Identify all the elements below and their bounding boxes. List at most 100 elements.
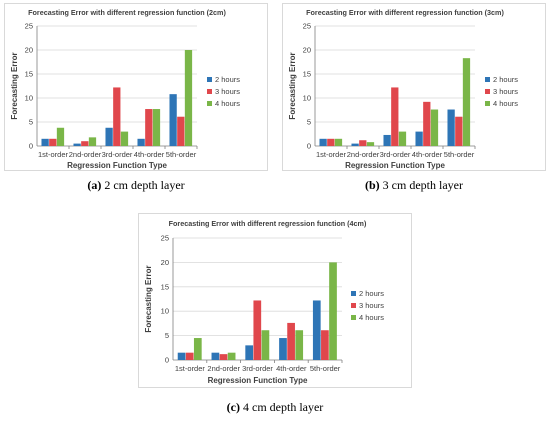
legend-label: 3 hours <box>493 87 518 96</box>
bar-3-hours-4th-order <box>145 109 153 146</box>
y-tick-label: 10 <box>303 94 311 103</box>
chart-panel-4cm: Forecasting Error with different regress… <box>138 213 412 388</box>
x-tick-label: 4th-order <box>276 364 307 373</box>
legend-swatch <box>485 77 490 82</box>
caption-b-letter: (b) <box>365 178 380 192</box>
chart-title: Forecasting Error with different regress… <box>306 8 504 17</box>
bar-3-hours-2nd-order <box>359 140 367 146</box>
legend-swatch <box>485 89 490 94</box>
chart-title: Forecasting Error with different regress… <box>28 8 226 17</box>
x-axis-label: Regression Function Type <box>67 161 167 170</box>
x-tick-label: 5th-order <box>310 364 341 373</box>
x-axis-label: Regression Function Type <box>208 376 308 385</box>
legend-swatch <box>351 303 356 308</box>
y-tick-label: 5 <box>29 118 33 127</box>
legend-label: 4 hours <box>215 99 240 108</box>
x-tick-label: 3rd-order <box>102 150 133 159</box>
bar-3-hours-3rd-order <box>391 87 399 146</box>
x-tick-label: 1st-order <box>38 150 69 159</box>
y-tick-label: 0 <box>29 142 33 151</box>
bar-4-hours-1st-order <box>334 138 343 146</box>
chart-title: Forecasting Error with different regress… <box>169 219 367 228</box>
legend-swatch <box>485 101 490 106</box>
bar-3-hours-4th-order <box>287 322 295 360</box>
y-tick-label: 20 <box>161 258 169 267</box>
bar-2-hours-3rd-order <box>245 345 254 360</box>
x-tick-label: 4th-order <box>134 150 165 159</box>
bar-4-hours-3rd-order <box>398 131 407 146</box>
bar-2-hours-4th-order <box>137 138 145 146</box>
y-tick-label: 15 <box>25 70 33 79</box>
legend-label: 3 hours <box>215 87 240 96</box>
bar-3-hours-2nd-order <box>81 141 89 146</box>
bar-4-hours-2nd-order <box>88 137 97 146</box>
caption-b: (b) 3 cm depth layer <box>282 178 546 193</box>
legend-swatch <box>351 291 356 296</box>
x-tick-label: 2nd-order <box>69 150 102 159</box>
x-tick-label: 3rd-order <box>242 364 273 373</box>
y-tick-label: 25 <box>25 22 33 31</box>
x-tick-label: 5th-order <box>166 150 197 159</box>
x-tick-label: 5th-order <box>444 150 475 159</box>
chart-3cm: Forecasting Error with different regress… <box>288 8 518 170</box>
bar-2-hours-3rd-order <box>383 134 391 146</box>
y-tick-label: 25 <box>161 234 169 243</box>
chart-panel-2cm: Forecasting Error with different regress… <box>4 3 268 171</box>
chart-panel-3cm: Forecasting Error with different regress… <box>282 3 546 171</box>
legend-label: 2 hours <box>493 75 518 84</box>
bar-3-hours-5th-order <box>321 330 329 360</box>
bar-3-hours-5th-order <box>455 116 463 146</box>
legend-label: 2 hours <box>359 289 384 298</box>
caption-a-letter: (a) <box>87 178 102 192</box>
legend-swatch <box>207 77 212 82</box>
legend-label: 2 hours <box>215 75 240 84</box>
bar-4-hours-4th-order <box>152 109 161 146</box>
y-tick-label: 10 <box>25 94 33 103</box>
y-tick-label: 20 <box>25 46 33 55</box>
x-tick-label: 4th-order <box>412 150 443 159</box>
bar-2-hours-5th-order <box>312 300 321 360</box>
bar-2-hours-4th-order <box>279 338 287 360</box>
bar-4-hours-2nd-order <box>366 142 375 146</box>
bar-3-hours-1st-order <box>327 138 335 146</box>
bar-4-hours-5th-order <box>462 58 471 146</box>
bar-2-hours-3rd-order <box>105 127 113 146</box>
bar-2-hours-4th-order <box>415 131 423 146</box>
legend-swatch <box>207 101 212 106</box>
bar-4-hours-1st-order <box>56 127 65 146</box>
bar-4-hours-4th-order <box>295 330 304 360</box>
caption-c-text: 4 cm depth layer <box>240 400 324 414</box>
x-axis-label: Regression Function Type <box>345 161 445 170</box>
legend-swatch <box>351 315 356 320</box>
x-tick-label: 3rd-order <box>380 150 411 159</box>
bar-4-hours-2nd-order <box>227 352 236 360</box>
chart-4cm: Forecasting Error with different regress… <box>144 219 384 385</box>
caption-c: (c) 4 cm depth layer <box>138 400 412 415</box>
bar-2-hours-2nd-order <box>351 143 359 146</box>
bar-2-hours-1st-order <box>177 352 186 360</box>
y-tick-label: 15 <box>161 282 169 291</box>
x-tick-label: 2nd-order <box>207 364 240 373</box>
y-tick-label: 15 <box>303 70 311 79</box>
bar-2-hours-1st-order <box>41 138 49 146</box>
legend-label: 4 hours <box>359 313 384 322</box>
y-tick-label: 10 <box>161 307 169 316</box>
y-tick-label: 0 <box>307 142 311 151</box>
bar-4-hours-5th-order <box>329 262 337 360</box>
y-axis-label: Forecasting Error <box>144 265 153 332</box>
legend-label: 3 hours <box>359 301 384 310</box>
bar-4-hours-3rd-order <box>261 330 270 360</box>
x-tick-label: 1st-order <box>175 364 206 373</box>
bar-3-hours-5th-order <box>177 116 185 146</box>
bar-2-hours-2nd-order <box>73 143 81 146</box>
bar-2-hours-5th-order <box>447 109 455 146</box>
y-tick-label: 25 <box>303 22 311 31</box>
y-axis-label: Forecasting Error <box>10 52 19 119</box>
bar-3-hours-3rd-order <box>113 87 121 146</box>
y-tick-label: 5 <box>307 118 311 127</box>
chart-2cm: Forecasting Error with different regress… <box>10 8 240 170</box>
bar-2-hours-5th-order <box>169 94 177 146</box>
bar-4-hours-4th-order <box>430 109 439 146</box>
caption-a: (a) 2 cm depth layer <box>4 178 268 193</box>
bar-4-hours-3rd-order <box>120 131 129 146</box>
